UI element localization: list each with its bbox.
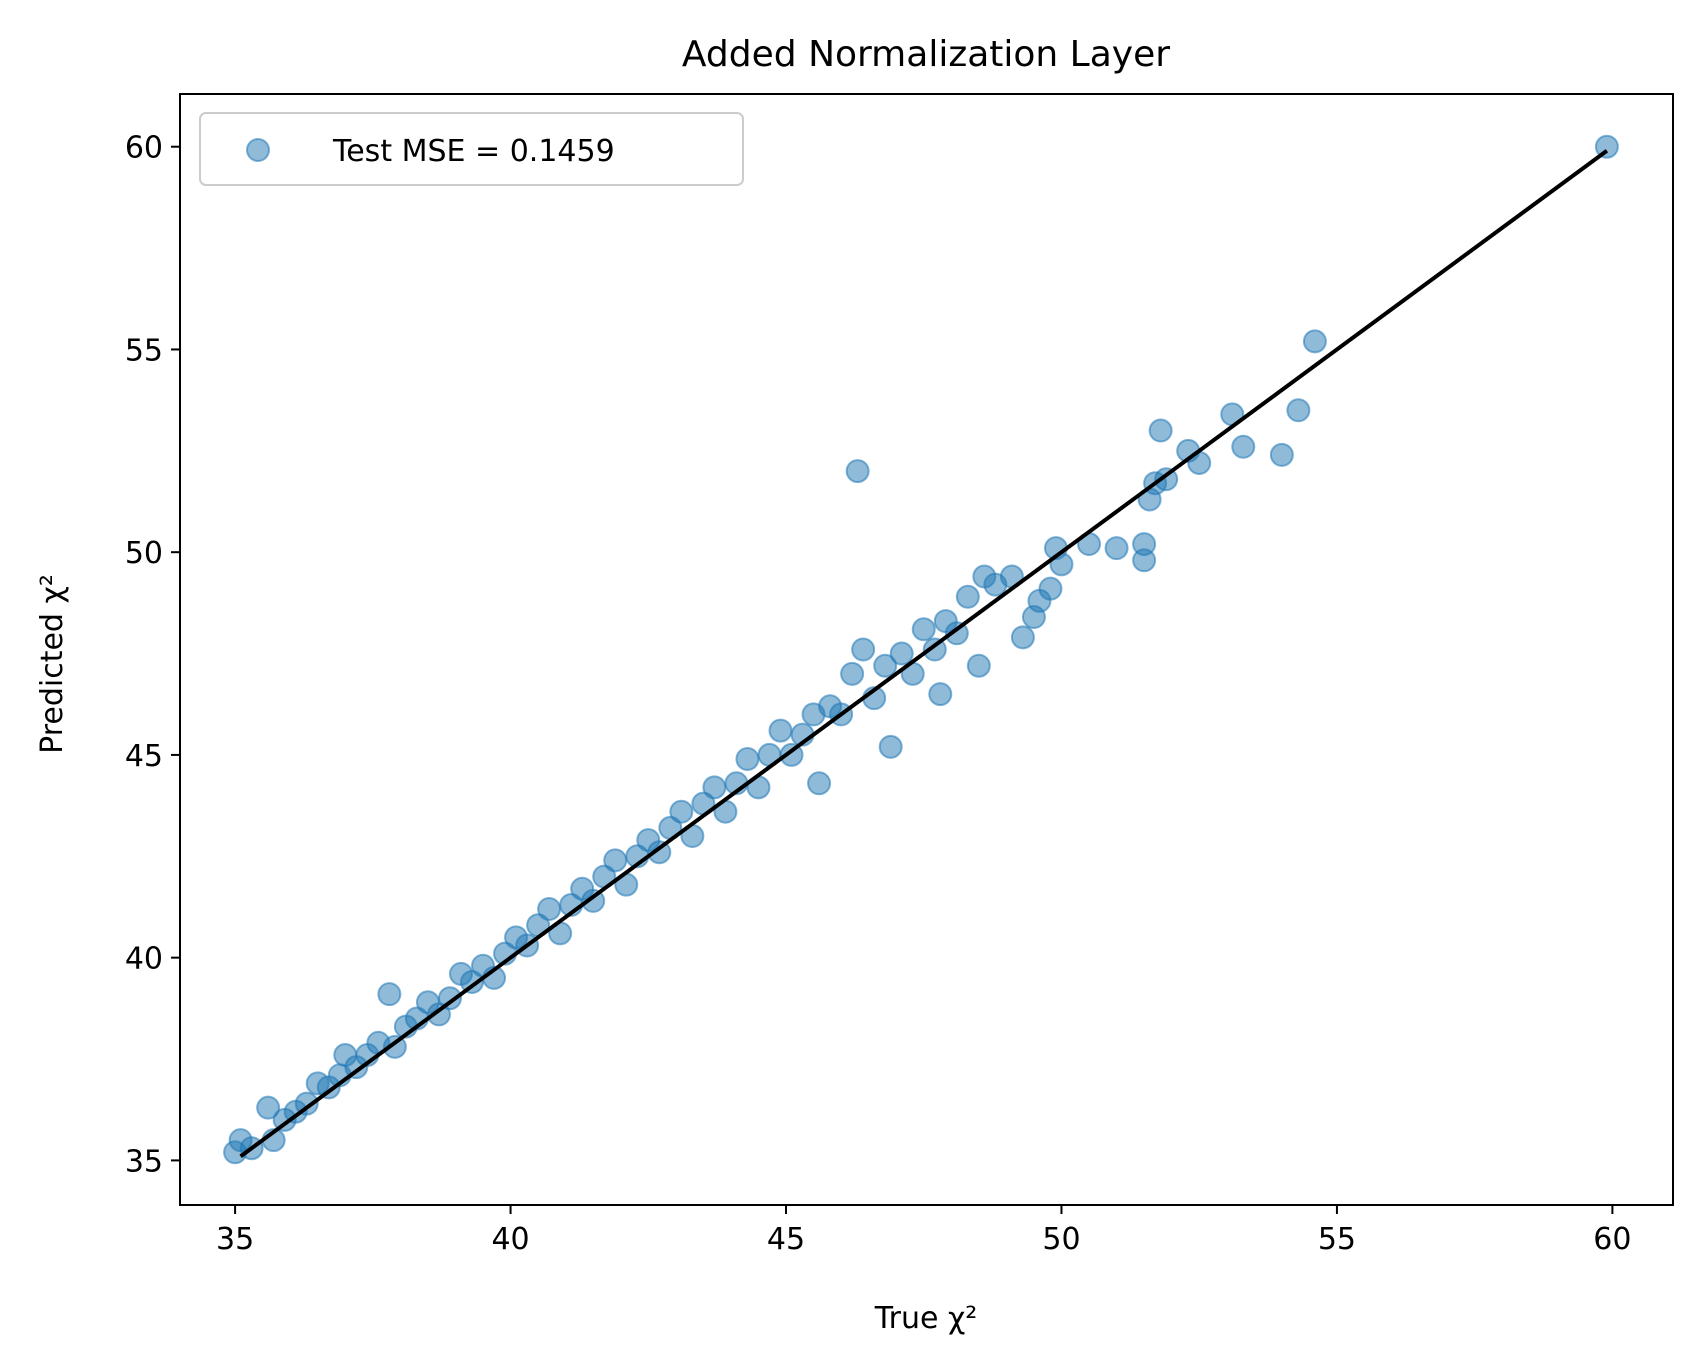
data-point	[1104, 536, 1129, 561]
x-tick-label: 55	[1318, 1222, 1356, 1257]
y-axis-label: Predicted χ²	[35, 574, 70, 754]
data-point	[426, 1002, 451, 1027]
legend-label: Test MSE = 0.1459	[332, 134, 615, 169]
y-tick-label: 50	[125, 536, 163, 571]
data-point	[256, 1095, 281, 1120]
y-tick-label: 55	[125, 333, 163, 368]
data-point	[1286, 398, 1311, 423]
fit-line	[239, 149, 1609, 1158]
data-point	[922, 637, 947, 662]
data-point	[768, 718, 793, 743]
data-point	[1154, 467, 1179, 492]
data-point	[845, 459, 870, 484]
data-point	[911, 617, 936, 642]
data-point	[807, 771, 832, 796]
y-tick-label: 60	[125, 131, 163, 166]
legend-box	[199, 112, 744, 186]
x-tick-label: 60	[1593, 1222, 1631, 1257]
x-tick-label: 45	[767, 1222, 805, 1257]
data-point	[1269, 442, 1294, 467]
data-point	[581, 888, 606, 913]
data-point	[647, 840, 672, 865]
y-tick-label: 40	[125, 942, 163, 977]
data-point	[851, 637, 876, 662]
data-point	[294, 1091, 319, 1116]
data-point	[702, 775, 727, 800]
data-point	[1038, 576, 1063, 601]
data-point	[1010, 625, 1035, 650]
data-point	[669, 799, 694, 824]
fit-line-layer	[239, 149, 1609, 1158]
legend: Test MSE = 0.1459	[199, 112, 744, 186]
data-point	[735, 746, 760, 771]
data-point	[437, 986, 462, 1011]
data-point	[1231, 434, 1256, 459]
data-point	[779, 742, 804, 767]
plot-frame	[179, 93, 1674, 1206]
data-point	[944, 621, 969, 646]
data-point	[840, 661, 865, 686]
x-tick-label: 40	[491, 1222, 529, 1257]
data-point	[1302, 329, 1327, 354]
x-tick-label: 50	[1042, 1222, 1080, 1257]
x-axis: 35 40 45 50 55 60	[216, 1205, 1631, 1257]
y-tick-label: 35	[125, 1144, 163, 1179]
data-point	[878, 734, 903, 759]
data-point	[873, 653, 898, 678]
legend-marker	[246, 138, 270, 162]
data-point	[1148, 418, 1173, 443]
x-tick-label: 35	[216, 1222, 254, 1257]
y-tick-label: 45	[125, 739, 163, 774]
data-point	[1594, 134, 1619, 159]
data-point	[889, 641, 914, 666]
x-axis-label: True χ²	[874, 1301, 978, 1336]
chart-title: Added Normalization Layer	[682, 34, 1170, 75]
data-point	[537, 897, 562, 922]
data-point	[928, 682, 953, 707]
data-point	[966, 653, 991, 678]
data-point	[382, 1034, 407, 1059]
data-point	[955, 584, 980, 609]
data-point	[1132, 532, 1157, 557]
y-axis: 35 40 45 50 55 60	[125, 131, 180, 1179]
data-point	[603, 848, 628, 873]
data-point	[377, 982, 402, 1007]
